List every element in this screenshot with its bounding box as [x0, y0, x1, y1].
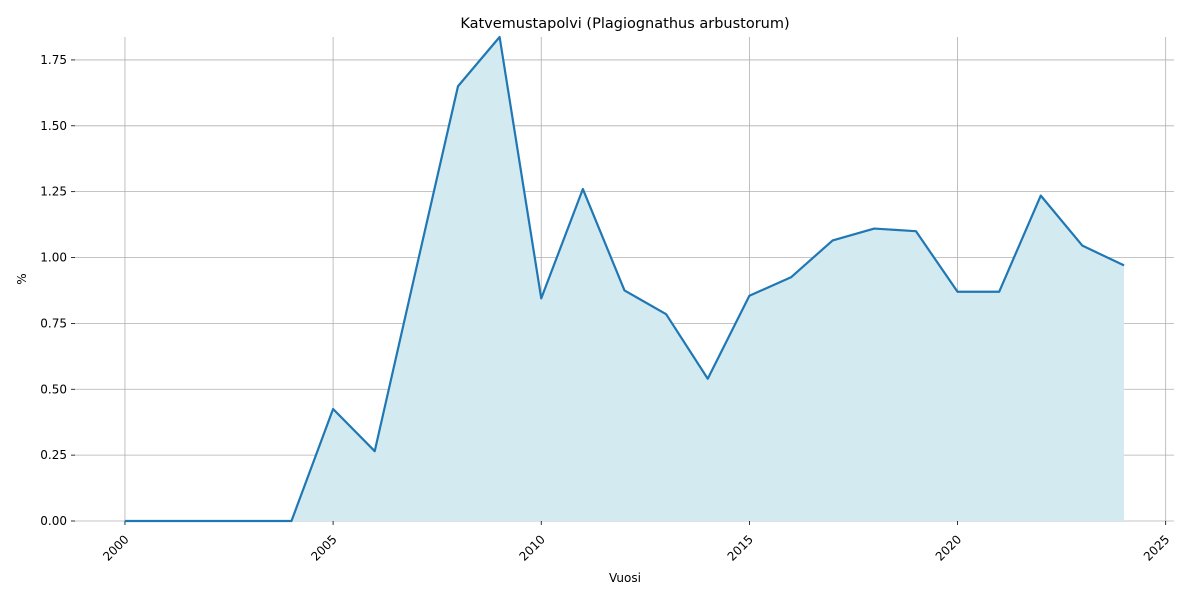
y-tick-label: 0.25 [40, 448, 67, 462]
y-tick-label: 1.75 [40, 53, 67, 67]
y-tick-label: 1.25 [40, 185, 67, 199]
x-axis-label: Vuosi [609, 571, 641, 585]
y-axis-label: % [15, 273, 29, 284]
chart-title: Katvemustapolvi (Plagiognathus arbustoru… [460, 16, 789, 32]
y-tick-label: 1.50 [40, 119, 67, 133]
y-tick-label: 0.50 [40, 382, 67, 396]
y-tick-label: 0.75 [40, 316, 67, 330]
x-tick-label: 2000 [100, 532, 131, 563]
area-fill [124, 37, 1125, 521]
line [124, 35, 1125, 523]
x-tick-label: 2005 [308, 532, 339, 563]
y-tick-label: 0.00 [40, 514, 67, 528]
y-tick-label: 1.00 [40, 251, 67, 265]
x-tick-label: 2015 [725, 532, 756, 563]
x-tick-label: 2010 [516, 532, 547, 563]
x-tick-label: 2025 [1141, 532, 1172, 563]
x-tick-label: 2020 [933, 532, 964, 563]
